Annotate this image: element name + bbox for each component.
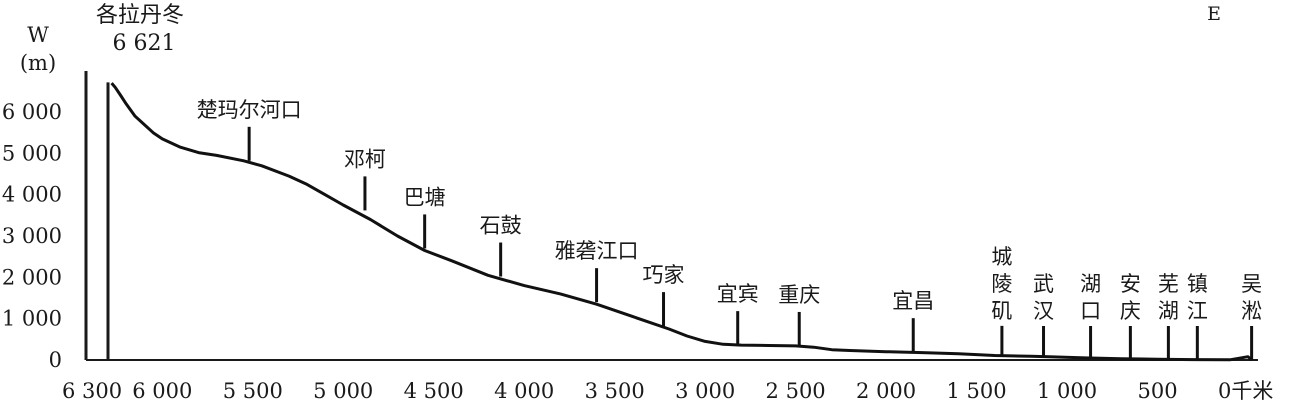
station-label: 安庆 <box>1120 272 1141 323</box>
elevation-profile-line <box>110 82 1253 362</box>
y-axis-title: W <box>27 23 49 47</box>
y-tick-label: 3 000 <box>2 224 62 248</box>
station-label: 邓柯 <box>344 147 386 171</box>
y-tick-label: 6 000 <box>2 100 62 124</box>
x-tick-label: 500 <box>1137 379 1177 403</box>
x-tick-label: 1 000 <box>1037 379 1097 403</box>
peak-value-label: 6 621 <box>113 31 176 56</box>
x-tick-label: 5 000 <box>313 379 373 403</box>
y-tick-label: 4 000 <box>2 183 62 207</box>
series-layer <box>110 82 1253 362</box>
text-layer: W (m) E 各拉丹冬 6 621 0 1 000 2 000 3 000 4 000… <box>2 3 1274 403</box>
station-label: 芜湖 <box>1158 272 1179 323</box>
x-tick-label: 5 500 <box>223 379 283 403</box>
y-axis-unit: (m) <box>20 51 56 75</box>
station-label: 城陵矶 <box>991 245 1012 323</box>
x-tick-label: 2 000 <box>856 379 916 403</box>
x-tick-label: 2 500 <box>766 379 826 403</box>
station-label: 镇江 <box>1187 272 1208 323</box>
axis-layer <box>84 71 1258 361</box>
station-label: 巧家 <box>643 263 685 287</box>
y-tick-label: 0 <box>49 348 62 372</box>
y-tick-label: 1 000 <box>2 307 62 331</box>
x-tick-label: 6 000 <box>132 379 192 403</box>
peak-name-label: 各拉丹冬 <box>96 3 184 28</box>
station-label: 吴淞 <box>1241 272 1262 323</box>
station-label: 宜宾 <box>717 282 759 306</box>
station-label: 武汉 <box>1033 272 1054 323</box>
x-tick-label: 4 000 <box>494 379 554 403</box>
x-tick-label: 3 000 <box>675 379 735 403</box>
x-tick-label: 6 300 <box>62 379 122 403</box>
x-tick-label: 0千米 <box>1218 379 1273 403</box>
station-label: 重庆 <box>778 283 820 307</box>
station-label: 楚玛尔河口 <box>197 98 302 122</box>
x-tick-label: 4 500 <box>404 379 464 403</box>
station-label: 湖口 <box>1080 272 1101 323</box>
station-label: 雅砻江口 <box>555 239 639 263</box>
y-tick-label: 2 000 <box>2 265 62 289</box>
x-tick-label: 3 500 <box>585 379 645 403</box>
station-label: 宜昌 <box>892 289 934 313</box>
y-tick-label: 5 000 <box>2 141 62 165</box>
station-label: 巴塘 <box>404 185 446 209</box>
x-tick-label: 1 500 <box>947 379 1007 403</box>
stations-layer <box>247 126 1254 360</box>
station-label: 石鼓 <box>480 214 522 238</box>
corner-label: E <box>1207 3 1221 25</box>
